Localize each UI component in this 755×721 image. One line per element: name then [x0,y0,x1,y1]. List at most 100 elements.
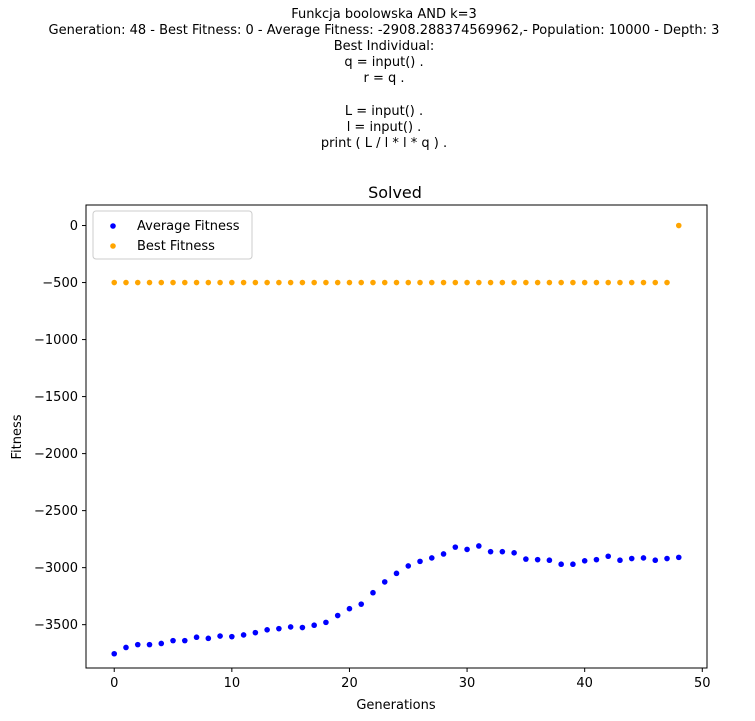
y-axis-label: Fitness [10,414,25,459]
average-fitness-point [393,570,400,577]
average-fitness-point [428,555,435,561]
legend-frame [92,210,253,260]
best-fitness-point [428,279,435,286]
y-tick-label: −500 [42,276,78,291]
best-fitness-point [193,279,200,286]
suptitle-line: L = input() . [344,103,424,119]
best-fitness-point [146,279,153,286]
suptitle-line: q = input() . [344,55,424,71]
average-fitness-point [664,555,670,562]
best-fitness-point [487,279,494,286]
average-fitness-point [370,589,376,596]
best-fitness-point [523,279,529,286]
figure-suptitle: Funkcja boolowska AND k=3 Generation: 48 … [0,7,755,152]
best-fitness-point [546,279,553,286]
best-fitness-point [134,279,141,286]
y-tick-label: −2500 [34,504,78,519]
average-fitness-point [323,619,329,626]
average-fitness-point [299,624,306,631]
average-fitness-point [276,625,282,632]
x-tick-label: 40 [576,676,593,691]
average-fitness-point [358,601,365,607]
average-fitness-point [334,612,341,619]
x-tick-label: 50 [694,676,711,691]
best-fitness-point [417,279,423,286]
y-tick-label: −3500 [34,618,78,633]
best-fitness-point [334,279,341,286]
best-fitness-point [123,279,129,286]
x-tick-label: 0 [110,676,118,691]
y-tick-label: −1000 [34,333,78,348]
suptitle-line: Funkcja boolowska AND k=3 [291,7,477,22]
best-fitness-point [570,279,576,286]
best-fitness-point [381,279,388,286]
average-fitness-point [476,543,482,549]
average-fitness-point [511,550,517,556]
legend-marker-best [110,243,116,249]
best-fitness-point [217,279,223,286]
suptitle-line: r = q . [363,71,405,87]
legend-marker-average [110,223,116,229]
best-fitness-point [299,279,306,286]
average-fitness-point [111,650,118,657]
average-fitness-point [440,551,447,557]
average-fitness-point [581,558,588,564]
best-fitness-point [170,279,176,286]
average-fitness-point [534,556,541,563]
best-fitness-point [181,279,188,286]
suptitle-line: Best Individual: [333,39,435,55]
average-fitness-point [570,561,576,568]
average-fitness-point [181,637,188,644]
average-fitness-point [523,556,529,562]
best-fitness-point [229,279,235,286]
best-fitness-point [640,279,647,286]
average-fitness-point [217,633,223,639]
average-fitness-point [640,555,647,561]
x-axis-ticks: 0 10 20 30 40 50 [110,668,711,691]
average-fitness-point [287,624,294,630]
average-fitness-point [170,637,176,644]
average-fitness-point [605,553,612,560]
average-fitness-point [311,622,317,629]
suptitle-line: print ( L / l * l * q ) . [320,135,448,151]
average-fitness-point [452,544,459,550]
y-tick-label: −2000 [34,447,78,462]
average-fitness-point [346,605,353,612]
average-fitness-point [617,557,623,564]
average-fitness-point [546,557,553,564]
average-fitness-point [229,633,235,640]
best-fitness-point [452,279,459,286]
average-fitness-point [264,626,270,633]
best-fitness-point [276,279,282,286]
best-fitness-point [287,279,294,286]
best-fitness-point [593,279,600,286]
average-fitness-point [652,557,659,564]
average-fitness-point [628,555,635,562]
suptitle-line: Generation: 48 - Best Fitness: 0 - Avera… [48,23,720,39]
average-fitness-point [593,556,600,563]
y-tick-label: 0 [70,219,78,234]
best-fitness-point [252,279,259,286]
best-fitness-point [264,279,270,286]
suptitle-line: l = input() . [346,119,422,135]
best-fitness-point [581,279,588,286]
best-fitness-point [464,279,470,286]
best-fitness-point [111,279,118,286]
best-fitness-point [534,279,541,286]
average-fitness-point [499,548,506,555]
x-tick-label: 20 [341,676,358,691]
best-fitness-point [323,279,329,286]
average-fitness-point [240,632,247,638]
best-fitness-point [605,279,612,286]
average-fitness-point [558,561,564,568]
best-fitness-point [511,279,517,286]
legend-label-best: Best Fitness [137,239,215,254]
best-fitness-point [205,279,212,286]
data-points [111,222,682,657]
average-fitness-point [381,579,388,585]
average-fitness-point [417,558,423,565]
y-tick-label: −3000 [34,561,78,576]
best-fitness-point [652,279,659,286]
average-fitness-point [464,546,470,553]
